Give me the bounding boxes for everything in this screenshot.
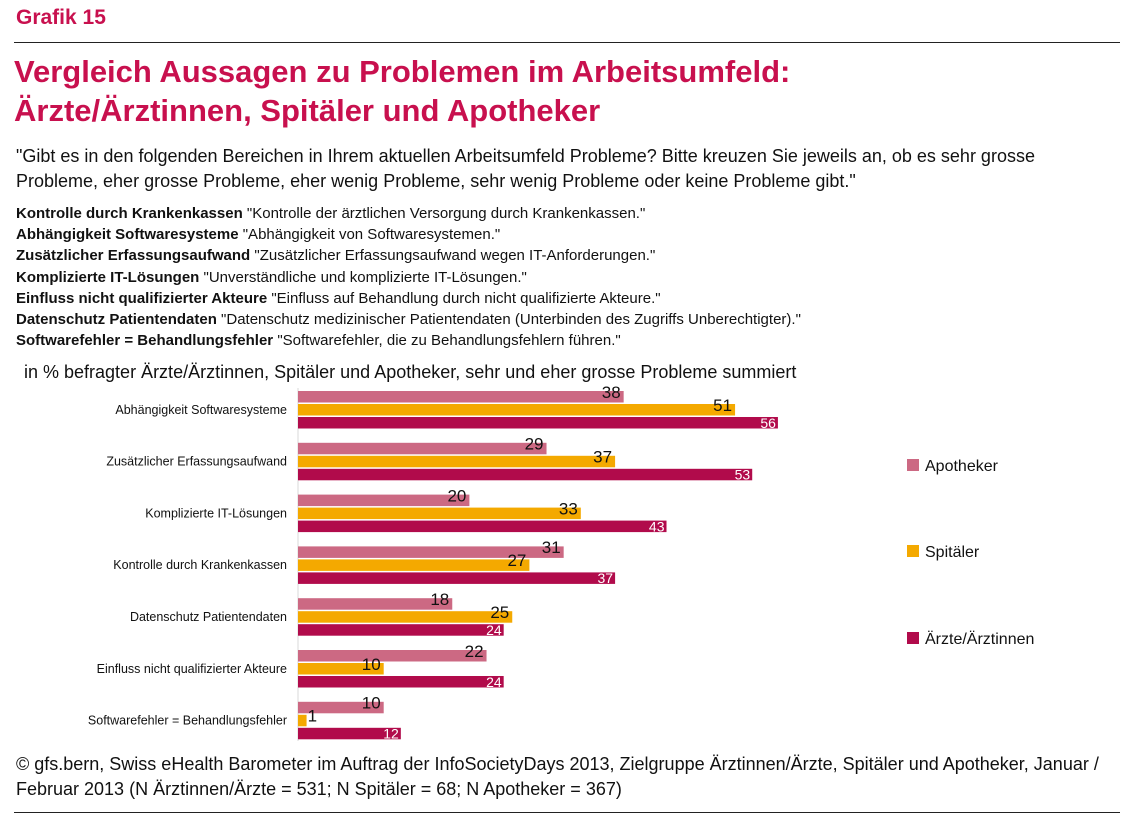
definition-item: Kontrolle durch Krankenkassen "Kontrolle… — [16, 203, 1116, 224]
legend-label: Spitäler — [925, 544, 980, 561]
category-label: Einfluss nicht qualifizierter Akteure — [97, 662, 287, 676]
definition-text: "Kontrolle der ärztlichen Versorgung dur… — [246, 205, 646, 222]
category-label: Komplizierte IT-Lösungen — [145, 506, 287, 520]
bar — [298, 391, 624, 403]
data-label: 1 — [308, 707, 317, 726]
legend-label: Ärzte/Ärztinnen — [925, 630, 1034, 648]
source-note: © gfs.bern, Swiss eHealth Barometer im A… — [16, 754, 1099, 799]
data-label: 24 — [486, 674, 502, 690]
definition-text: "Einfluss auf Behandlung durch nicht qua… — [271, 289, 661, 307]
data-label: 25 — [490, 603, 509, 622]
definitions-list: Kontrolle durch Krankenkassen "Kontrolle… — [16, 203, 1116, 351]
data-label: 20 — [447, 486, 466, 505]
legend-label: Apotheker — [925, 458, 999, 475]
definition-item: Komplizierte IT-Lösungen "Unverständlich… — [16, 267, 1116, 288]
data-label: 22 — [465, 642, 484, 661]
legend-swatch — [907, 545, 919, 557]
bar — [298, 676, 504, 688]
bar — [298, 404, 736, 416]
data-label: 18 — [430, 590, 449, 609]
definition-term: Kontrolle durch Krankenkassen — [16, 205, 243, 222]
bar — [298, 714, 307, 727]
bar — [298, 611, 513, 623]
figure-number: Grafik 15 — [16, 6, 106, 29]
definition-item: Abhängigkeit Softwaresysteme "Abhängigke… — [16, 224, 1116, 245]
data-label: 31 — [542, 538, 561, 557]
definition-text: "Datenschutz medizinischer Patientendate… — [221, 311, 801, 329]
chart-title-line-1: Vergleich Aussagen zu Problemen im Arbei… — [14, 54, 791, 89]
category-label: Zusätzlicher Erfassungsaufwand — [106, 455, 287, 469]
definition-term: Zusätzlicher Erfassungsaufwand — [16, 247, 251, 265]
category-label: Softwarefehler = Behandlungsfehler — [88, 714, 287, 728]
definition-text: "Zusätzlicher Erfassungsaufwand wegen IT… — [254, 247, 656, 265]
data-label: 56 — [760, 415, 776, 431]
bar — [298, 624, 504, 636]
chart-title: Vergleich Aussagen zu Problemen im Arbei… — [14, 52, 1114, 130]
top-rule — [14, 42, 1120, 43]
bar — [298, 507, 581, 520]
definition-text: "Abhängigkeit von Softwaresystemen." — [242, 226, 501, 244]
bar — [298, 442, 547, 455]
category-label: Datenschutz Patientendaten — [130, 610, 287, 624]
bar — [298, 701, 384, 714]
legend-swatch — [907, 459, 919, 471]
data-label: 10 — [362, 655, 381, 674]
definition-term: Abhängigkeit Softwaresysteme — [16, 226, 239, 244]
definition-term: Datenschutz Patientendaten — [16, 311, 217, 329]
definition-item: Einfluss nicht qualifizierter Akteure "E… — [16, 288, 1116, 309]
bar — [298, 598, 453, 610]
definition-term: Komplizierte IT-Lösungen — [16, 268, 200, 286]
survey-question: "Gibt es in den folgenden Bereichen in I… — [16, 146, 1035, 191]
definition-text: "Softwarefehler, die zu Behandlungsfehle… — [277, 332, 621, 350]
legend-swatch — [907, 632, 919, 644]
unit-label: in % befragter Ärzte/Ärztinnen, Spitäler… — [24, 362, 797, 382]
definition-item: Zusätzlicher Erfassungsaufwand "Zusätzli… — [16, 245, 1116, 266]
category-label: Abhängigkeit Softwaresysteme — [115, 403, 287, 417]
bar — [298, 650, 487, 662]
data-label: 10 — [362, 694, 381, 713]
bottom-rule — [14, 812, 1120, 813]
data-label: 37 — [598, 570, 614, 586]
data-label: 51 — [713, 396, 732, 415]
definition-term: Softwarefehler = Behandlungsfehler — [16, 332, 274, 350]
category-label: Kontrolle durch Krankenkassen — [113, 558, 287, 572]
chart-title-line-2: Ärzte/Ärztinnen, Spitäler und Apotheker — [14, 93, 601, 128]
data-label: 33 — [559, 499, 578, 518]
data-label: 29 — [525, 435, 544, 454]
bar-chart: Abhängigkeit Softwaresysteme 38 51 56 Zusätz… — [88, 384, 1034, 742]
bar — [298, 546, 564, 558]
bar — [298, 559, 530, 571]
data-label: 24 — [486, 622, 502, 638]
bar — [298, 520, 667, 533]
definition-item: Datenschutz Patientendaten "Datenschutz … — [16, 309, 1116, 330]
bar — [298, 417, 778, 429]
bar — [298, 572, 616, 584]
data-label: 53 — [735, 467, 751, 483]
bar — [298, 727, 401, 740]
bar — [298, 455, 616, 468]
data-label: 43 — [649, 518, 665, 534]
bar — [298, 468, 753, 481]
data-label: 27 — [507, 551, 526, 570]
data-label: 12 — [383, 726, 399, 742]
data-label: 37 — [593, 448, 612, 467]
data-label: 38 — [602, 384, 621, 402]
definition-item: Softwarefehler = Behandlungsfehler "Soft… — [16, 330, 1116, 351]
bar — [298, 663, 384, 675]
bar — [298, 494, 470, 507]
definition-text: "Unverständliche und komplizierte IT-Lös… — [203, 268, 527, 286]
definition-term: Einfluss nicht qualifizierter Akteure — [16, 289, 268, 307]
